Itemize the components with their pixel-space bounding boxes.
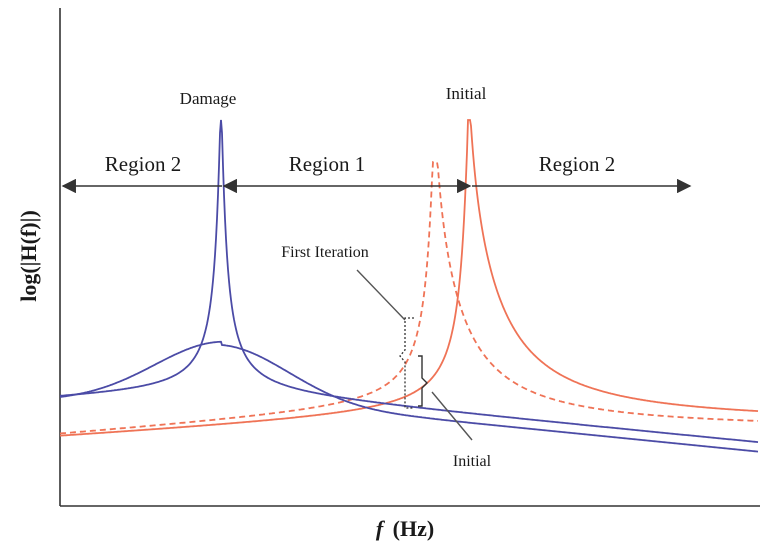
first-iteration-frf-curve bbox=[59, 161, 758, 435]
x-axis-symbol: f bbox=[376, 516, 386, 541]
initial-bracket bbox=[418, 355, 428, 407]
region-1-label: Region 1 bbox=[289, 152, 365, 176]
initial-frf-curve bbox=[59, 119, 759, 437]
initial-bottom-label: Initial bbox=[453, 453, 492, 470]
x-axis-title: f (Hz) bbox=[376, 516, 434, 541]
initial-leader bbox=[431, 391, 473, 441]
initial-peak-label: Initial bbox=[446, 84, 487, 103]
damage-frf-sharp-curve bbox=[59, 119, 759, 443]
first-iteration-label: First Iteration bbox=[281, 244, 369, 261]
damage-frf-damped-curve bbox=[59, 340, 759, 453]
x-axis-unit: (Hz) bbox=[393, 516, 435, 541]
region-2-right-label: Region 2 bbox=[539, 152, 615, 176]
svg-text:f (Hz): f (Hz) bbox=[376, 516, 434, 541]
first-iteration-leader bbox=[356, 269, 406, 321]
y-axis-title: log(|H(f)|) bbox=[16, 210, 41, 302]
damage-label: Damage bbox=[180, 89, 237, 108]
first-iteration-bracket bbox=[399, 317, 414, 409]
region-2-left-label: Region 2 bbox=[105, 152, 181, 176]
